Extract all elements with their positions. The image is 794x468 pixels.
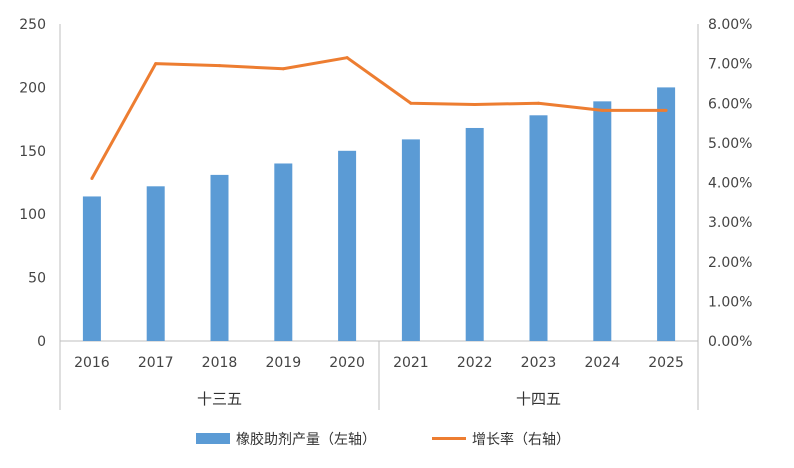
bar-series xyxy=(82,87,676,342)
bar xyxy=(465,127,484,341)
line-point xyxy=(537,101,540,105)
line-point xyxy=(90,177,94,181)
legend: 橡胶助剂产量（左轴） 增长率（右轴） xyxy=(196,431,570,448)
right-tick-label: 2.00% xyxy=(708,255,752,271)
x-tick-label: 2020 xyxy=(329,355,365,371)
bar xyxy=(593,101,612,342)
x-axis-ticks: 2016 2017 2018 2019 2020 2021 2022 2023 2024 2025 xyxy=(74,355,684,371)
right-axis-ticks: 0.00% 1.00% 2.00% 3.00% 4.00% 5.00% 6.00% 7.00%… xyxy=(708,17,752,350)
x-tick-label: 2023 xyxy=(521,355,557,371)
bar xyxy=(657,87,676,342)
bar xyxy=(82,196,101,341)
bar xyxy=(146,186,165,341)
left-tick-label: 150 xyxy=(19,144,46,160)
x-tick-label: 2017 xyxy=(138,355,174,371)
x-tick-label: 2019 xyxy=(265,355,301,371)
growth-rate-line xyxy=(90,56,667,180)
x-tick-label: 2025 xyxy=(648,355,684,371)
line-point xyxy=(345,56,349,60)
category-groups: 十三五 十四五 xyxy=(197,341,561,410)
x-tick-label: 2022 xyxy=(457,355,493,371)
bar xyxy=(529,115,548,342)
line-point xyxy=(281,67,285,71)
bar xyxy=(338,150,357,341)
line-point xyxy=(664,108,668,112)
left-tick-label: 50 xyxy=(28,271,46,287)
line-series xyxy=(90,56,668,181)
group-label: 十四五 xyxy=(516,390,561,408)
bar xyxy=(401,139,420,341)
right-tick-label: 1.00% xyxy=(708,294,752,310)
line-point xyxy=(600,108,604,112)
x-tick-label: 2016 xyxy=(74,355,110,371)
x-tick-label: 2021 xyxy=(393,355,429,371)
x-tick-label: 2024 xyxy=(584,355,620,371)
left-tick-label: 0 xyxy=(37,334,46,350)
bar xyxy=(274,163,293,341)
line-point xyxy=(154,62,158,66)
right-tick-label: 4.00% xyxy=(708,176,752,192)
right-tick-label: 0.00% xyxy=(708,334,752,350)
legend-bar-label: 橡胶助剂产量（左轴） xyxy=(236,431,376,448)
left-tick-label: 250 xyxy=(19,17,46,33)
right-tick-label: 3.00% xyxy=(708,215,752,231)
left-tick-label: 200 xyxy=(19,80,46,96)
line-point xyxy=(409,101,413,105)
right-tick-label: 8.00% xyxy=(708,17,752,33)
left-tick-label: 100 xyxy=(19,207,46,223)
legend-line-label: 增长率（右轴） xyxy=(472,431,570,448)
x-tick-label: 2018 xyxy=(202,355,238,371)
right-tick-label: 6.00% xyxy=(708,96,752,112)
bar xyxy=(210,174,229,341)
right-tick-label: 5.00% xyxy=(708,136,752,152)
group-label: 十三五 xyxy=(197,390,242,408)
right-tick-label: 7.00% xyxy=(708,57,752,73)
line-point xyxy=(218,64,221,68)
line-point xyxy=(473,102,477,106)
legend-bar-swatch xyxy=(196,433,230,444)
left-axis-ticks: 0 50 100 150 200 250 xyxy=(19,17,46,350)
